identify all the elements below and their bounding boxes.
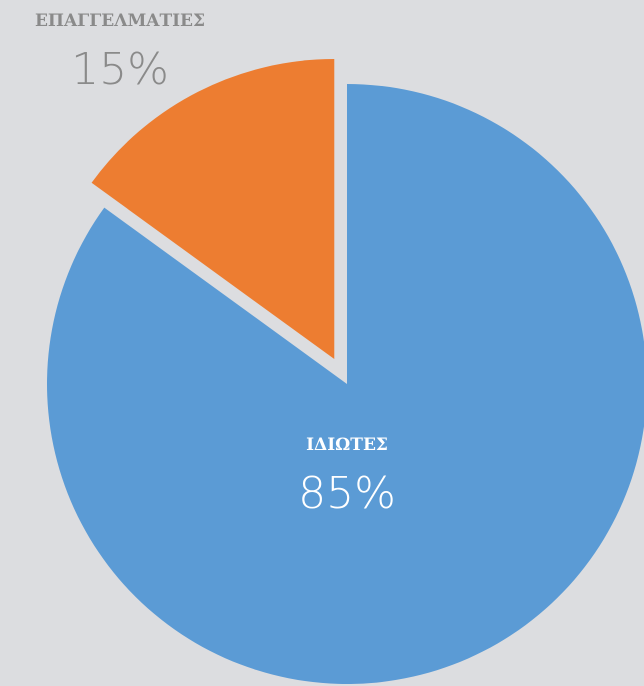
slice-value-label: 85% <box>298 468 396 519</box>
slice-category-label: ΕΠΑΓΓΕΛΜΑΤΙΕΣ <box>35 11 205 31</box>
pie-slice <box>91 59 335 360</box>
slice-category-label: ΙΔΙΩΤΕΣ <box>306 435 388 455</box>
pie-slice <box>47 84 644 684</box>
slice-value-label: 15% <box>71 44 169 95</box>
